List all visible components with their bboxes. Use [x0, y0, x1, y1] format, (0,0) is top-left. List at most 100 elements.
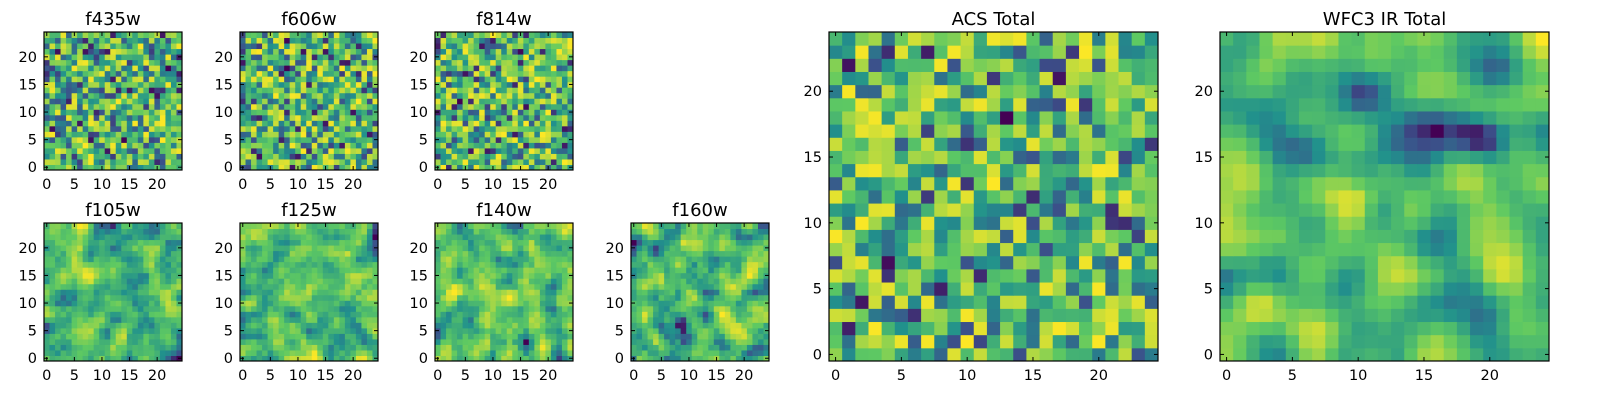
heatmap-cell — [713, 250, 720, 257]
heatmap-cell — [110, 120, 117, 127]
heatmap-cell — [1105, 229, 1120, 244]
heatmap-cell — [446, 109, 453, 116]
heatmap-cell — [240, 131, 247, 138]
heatmap-cell — [82, 136, 89, 143]
heatmap-cell — [1105, 216, 1120, 230]
heatmap-cell — [60, 92, 67, 99]
heatmap-cell — [273, 223, 280, 230]
heatmap-cell — [567, 316, 574, 323]
heatmap-cell — [462, 109, 469, 116]
heatmap-cell — [344, 48, 351, 55]
heatmap-cell — [355, 54, 362, 61]
heatmap-cell — [561, 272, 568, 279]
heatmap-cell — [317, 142, 324, 149]
heatmap-cell — [159, 32, 166, 39]
heatmap-cell — [165, 267, 172, 274]
heatmap-cell — [284, 261, 291, 268]
heatmap-cell — [556, 344, 563, 351]
heatmap-cell — [317, 125, 324, 132]
heatmap-cell — [165, 311, 172, 318]
heatmap-cell — [273, 32, 280, 39]
heatmap-cell — [132, 43, 139, 50]
heatmap-cell — [446, 136, 453, 143]
heatmap-cell — [256, 294, 263, 301]
heatmap-cell — [372, 59, 379, 66]
heatmap-cell — [55, 349, 62, 356]
heatmap-cell — [328, 48, 335, 55]
heatmap-cell — [148, 239, 155, 246]
heatmap-cell — [55, 272, 62, 279]
heatmap-cell — [446, 142, 453, 149]
heatmap-cell — [170, 333, 177, 340]
heatmap-cell — [517, 153, 524, 160]
heatmap-cell — [245, 120, 252, 127]
heatmap-cell — [311, 316, 318, 323]
heatmap-cell — [567, 349, 574, 356]
heatmap-cell — [262, 164, 269, 171]
heatmap-cell — [278, 147, 285, 154]
heatmap-cell — [567, 142, 574, 149]
heatmap-cell — [245, 158, 252, 165]
heatmap-cell — [126, 147, 133, 154]
heatmap-cell — [479, 344, 486, 351]
heatmap-cell — [273, 228, 280, 235]
heatmap-cell — [713, 278, 720, 285]
heatmap-cell — [495, 327, 502, 334]
heatmap-cell — [479, 158, 486, 165]
heatmap-cell — [60, 136, 67, 143]
heatmap-cell — [1079, 321, 1093, 336]
heatmap-cell — [501, 261, 508, 268]
heatmap-cell — [479, 59, 486, 66]
heatmap-cell — [539, 32, 546, 39]
heatmap-cell — [126, 278, 133, 285]
heatmap-cell — [350, 65, 357, 72]
heatmap-cell — [132, 81, 139, 88]
heatmap-cell — [680, 250, 687, 257]
heatmap-cell — [71, 261, 78, 268]
heatmap-cell — [506, 250, 513, 257]
heatmap-cell — [501, 109, 508, 116]
heatmap-cell — [317, 136, 324, 143]
heatmap-cell — [495, 344, 502, 351]
heatmap-cell — [350, 147, 357, 154]
heatmap-cell — [322, 43, 329, 50]
heatmap-cell — [328, 70, 335, 77]
heatmap-cell — [77, 338, 84, 345]
heatmap-cell — [702, 250, 709, 257]
heatmap-cell — [328, 322, 335, 329]
heatmap-cell — [653, 300, 660, 307]
heatmap-cell — [907, 334, 922, 349]
heatmap-cell — [517, 48, 524, 55]
heatmap-cell — [523, 32, 530, 39]
heatmap-cell — [289, 92, 296, 99]
heatmap-cell — [1118, 334, 1133, 349]
heatmap-cell — [501, 32, 508, 39]
heatmap-cell — [361, 131, 368, 138]
heatmap-cell — [501, 223, 508, 230]
heatmap-cell — [501, 234, 508, 241]
heatmap-cell — [60, 267, 67, 274]
heatmap-cell — [159, 120, 166, 127]
heatmap-cell — [262, 32, 269, 39]
heatmap-cell — [256, 333, 263, 340]
heatmap-cell — [484, 32, 491, 39]
heatmap-cell — [132, 289, 139, 296]
heatmap-cell — [1065, 189, 1080, 204]
heatmap-cell — [159, 294, 166, 301]
heatmap-cell — [104, 355, 111, 362]
heatmap-cell — [165, 98, 172, 105]
heatmap-cell — [344, 223, 351, 230]
heatmap-cell — [355, 267, 362, 274]
heatmap-cell — [490, 322, 497, 329]
heatmap-cell — [556, 294, 563, 301]
heatmap-cell — [55, 311, 62, 318]
heatmap-cell — [636, 349, 643, 356]
heatmap-cell — [126, 250, 133, 257]
heatmap-cell — [669, 223, 676, 230]
heatmap-cell — [66, 261, 73, 268]
heatmap-cell — [664, 355, 671, 362]
heatmap-cell — [256, 327, 263, 334]
heatmap-cell — [273, 109, 280, 116]
heatmap-cell — [730, 355, 737, 362]
heatmap-cell — [960, 268, 975, 283]
